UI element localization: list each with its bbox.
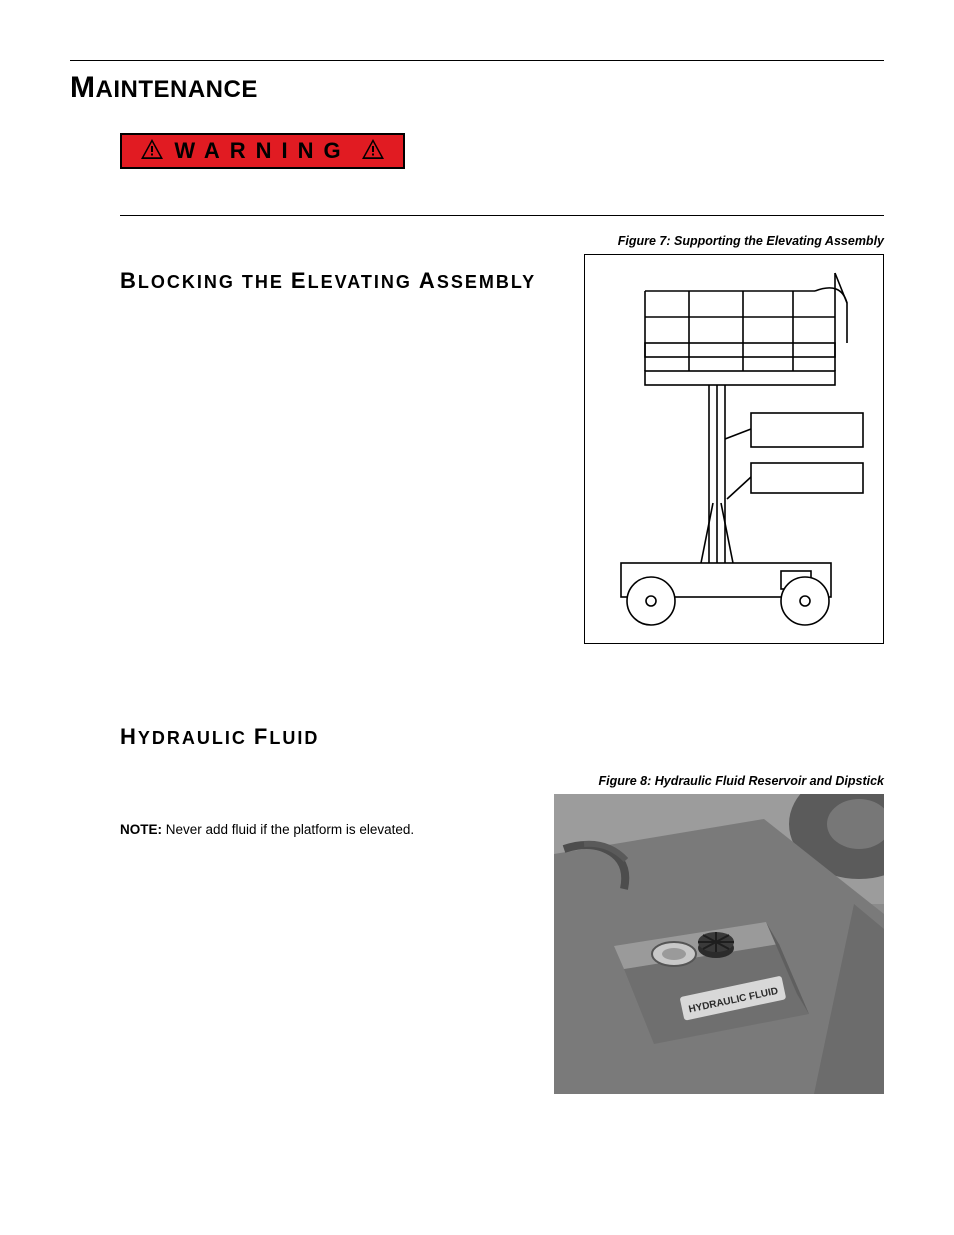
heading-part: LEVATING <box>308 272 419 292</box>
section-hydraulic-text: placeholder NOTE: Never add fluid if the… <box>120 768 530 1094</box>
heading-part: LUID <box>269 728 319 748</box>
heading-cap: F <box>254 724 269 749</box>
figure7-diagram <box>593 263 877 637</box>
section-blocking: BLOCKING THE ELEVATING ASSEMBLY placehol… <box>120 234 884 644</box>
heading-part: YDRAULIC <box>138 728 254 748</box>
content-block: WARNING placeholder BLOCKING THE ELEVATI… <box>120 133 884 1094</box>
heading-blocking: BLOCKING THE ELEVATING ASSEMBLY <box>120 268 560 294</box>
heading-part: LOCKING THE <box>138 272 291 292</box>
warning-banner: WARNING <box>120 133 405 169</box>
figure7-caption: Figure 7: Supporting the Elevating Assem… <box>584 234 884 248</box>
figure8-caption: Figure 8: Hydraulic Fluid Reservoir and … <box>554 774 884 788</box>
heading-cap: A <box>419 268 437 293</box>
heading-cap: E <box>291 268 308 293</box>
heading-part: SSEMBLY <box>437 272 536 292</box>
warning-triangle-icon <box>361 138 385 165</box>
manual-page: MAINTENANCE WARNING <box>0 0 954 1235</box>
heading-cap: B <box>120 268 138 293</box>
section-blocking-text: BLOCKING THE ELEVATING ASSEMBLY placehol… <box>120 234 560 644</box>
figure8-photo: HYDRAULIC FLUID <box>554 794 884 1094</box>
warning-label: WARNING <box>174 138 350 164</box>
figure8-column: Figure 8: Hydraulic Fluid Reservoir and … <box>554 768 884 1094</box>
warning-triangle-icon <box>140 138 164 165</box>
figure7-column: Figure 7: Supporting the Elevating Assem… <box>584 234 884 644</box>
section-divider <box>120 215 884 216</box>
page-title-cap: M <box>70 71 96 104</box>
page-title-rest: AINTENANCE <box>96 76 258 103</box>
page-title: MAINTENANCE <box>70 71 884 105</box>
heading-cap: H <box>120 724 138 749</box>
note-line: NOTE: Never add fluid if the platform is… <box>120 822 530 837</box>
heading-hydraulic: HYDRAULIC FLUID <box>120 724 884 750</box>
figure7-frame <box>584 254 884 644</box>
note-text: Never add fluid if the platform is eleva… <box>162 822 414 837</box>
section-hydraulic: placeholder NOTE: Never add fluid if the… <box>120 768 884 1094</box>
note-prefix: NOTE: <box>120 822 162 837</box>
top-rule <box>70 60 884 61</box>
